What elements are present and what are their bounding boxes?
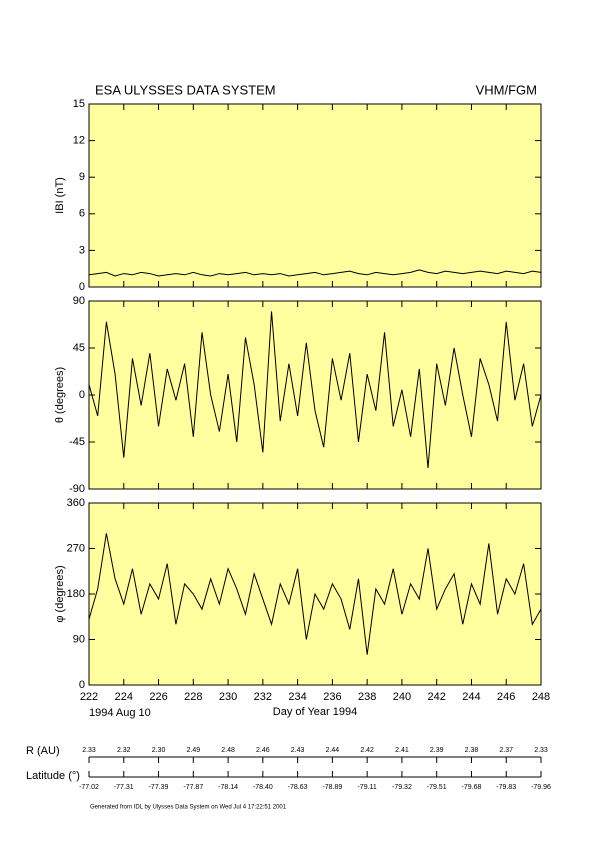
x-tick-label: 238 [358, 691, 376, 703]
latitude-value: -77.02 [79, 784, 99, 791]
y-tick-label: 15 [73, 98, 85, 110]
r-value: 2.38 [465, 747, 479, 754]
y-tick-label: 360 [67, 497, 85, 509]
orbit-label: R (AU) [26, 745, 60, 757]
plot-area [88, 103, 542, 288]
r-value: 2.44 [326, 747, 340, 754]
latitude-value: -77.87 [183, 784, 203, 791]
y-tick-label: 0 [79, 281, 85, 293]
r-value: 2.33 [534, 747, 548, 754]
y-tick-label: 12 [73, 135, 85, 147]
footer: Generated from IDL by Ulysses Data Syste… [90, 805, 287, 811]
y-tick-label: 180 [67, 588, 85, 600]
latitude-value: -79.51 [427, 784, 447, 791]
x-axis-label: Day of Year 1994 [273, 706, 357, 718]
latitude-value: -78.14 [218, 784, 238, 791]
x-tick-label: 240 [393, 691, 411, 703]
r-value: 2.41 [395, 747, 409, 754]
y-tick-label: 90 [73, 295, 85, 307]
x-tick-label: 228 [184, 691, 202, 703]
date-label: 1994 Aug 10 [89, 707, 151, 719]
y-tick-label: 270 [67, 542, 85, 554]
latitude-value: -79.11 [357, 784, 376, 791]
r-value: 2.42 [360, 747, 374, 754]
y-tick-label: -45 [69, 436, 85, 448]
x-tick-label: 226 [149, 691, 167, 703]
r-value: 2.37 [499, 747, 513, 754]
x-tick-label: 242 [428, 691, 446, 703]
y-tick-label: 6 [79, 208, 85, 220]
y-tick-label: -90 [69, 483, 85, 495]
y-axis-label: φ (degrees) [54, 565, 66, 622]
data-line [88, 311, 542, 469]
latitude-value: -77.39 [149, 784, 169, 791]
r-value: 2.43 [291, 747, 305, 754]
r-value: 2.30 [152, 747, 166, 754]
r-value: 2.49 [186, 747, 200, 754]
y-axis-label: θ (degrees) [54, 367, 66, 423]
latitude-value: -78.40 [253, 784, 273, 791]
y-tick-label: 0 [79, 389, 85, 401]
x-tick-label: 224 [115, 691, 133, 703]
x-tick-label: 244 [462, 691, 480, 703]
x-tick-label: 246 [497, 691, 515, 703]
latitude-value: -78.89 [322, 784, 342, 791]
y-tick-label: 0 [79, 679, 85, 691]
latitude-value: -79.68 [462, 784, 482, 791]
x-tick-label: 248 [532, 691, 550, 703]
r-value: 2.32 [117, 747, 131, 754]
latitude-value: -79.96 [531, 784, 551, 791]
y-tick-label: 90 [73, 633, 85, 645]
instrument: VHM/FGM [476, 82, 537, 97]
y-axis-label: IBI (nT) [54, 177, 66, 214]
r-value: 2.33 [82, 747, 96, 754]
data-line [88, 269, 542, 277]
latitude-value: -78.63 [288, 784, 308, 791]
x-tick-label: 222 [80, 691, 98, 703]
title: ESA ULYSSES DATA SYSTEM [95, 82, 276, 97]
r-value: 2.46 [256, 747, 270, 754]
x-tick-label: 234 [288, 691, 306, 703]
latitude-value: -79.83 [496, 784, 516, 791]
x-tick-label: 236 [323, 691, 341, 703]
x-tick-label: 232 [254, 691, 272, 703]
y-tick-label: 3 [79, 244, 85, 256]
latitude-value: -77.31 [114, 784, 134, 791]
plot-area [88, 300, 542, 490]
r-value: 2.39 [430, 747, 444, 754]
y-tick-label: 45 [73, 342, 85, 354]
r-value: 2.48 [221, 747, 235, 754]
data-line [88, 533, 542, 655]
y-tick-label: 9 [79, 171, 85, 183]
orbit-label: Latitude (°) [26, 770, 80, 782]
latitude-value: -79.32 [392, 784, 412, 791]
x-tick-label: 230 [219, 691, 237, 703]
